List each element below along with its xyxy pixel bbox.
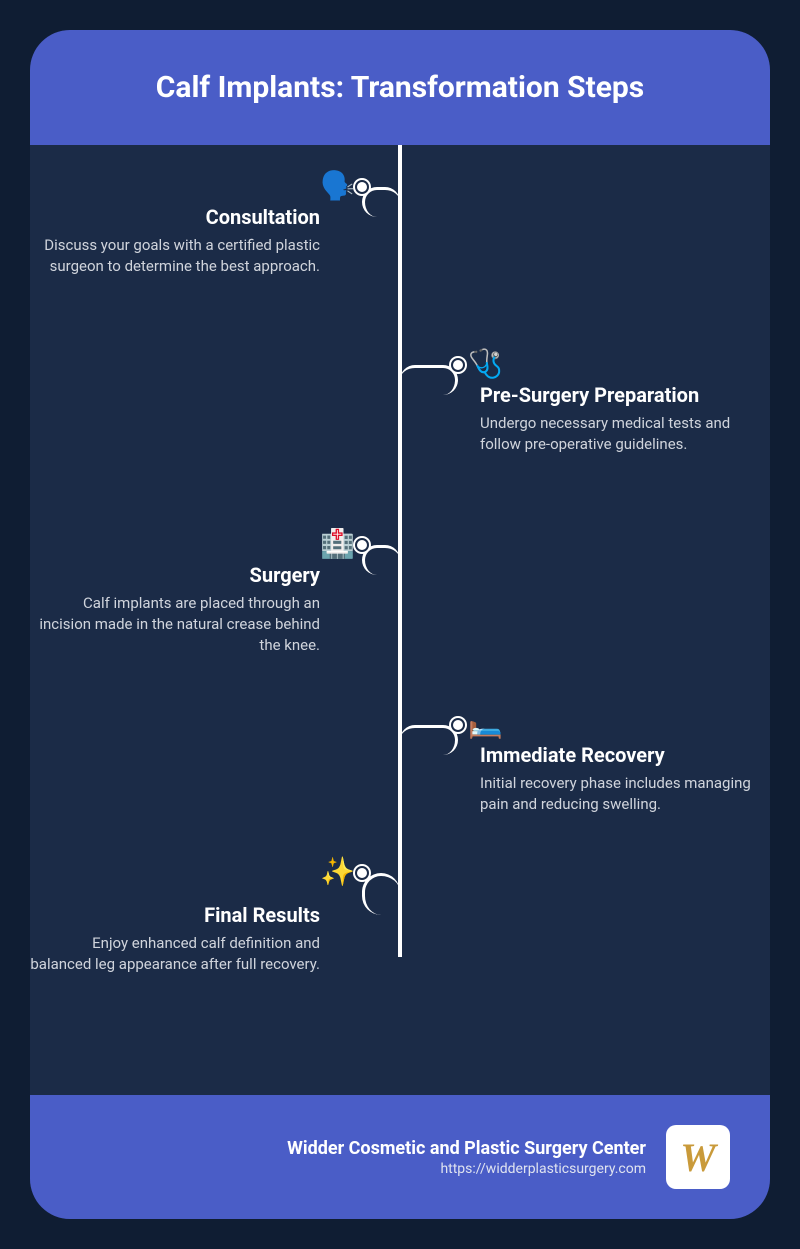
timeline-dot (451, 718, 465, 732)
timeline-dot (355, 180, 369, 194)
timeline-step: Final Results Enjoy enhanced calf definit… (30, 903, 400, 975)
infographic-card: Calf Implants: Transformation Steps Cons… (30, 30, 770, 1219)
footer: Widder Cosmetic and Plastic Surgery Cent… (30, 1095, 770, 1219)
page-title: Calf Implants: Transformation Steps (60, 70, 740, 105)
timeline-step: Pre-Surgery Preparation Undergo necessary… (400, 383, 770, 455)
step-desc: Initial recovery phase includes managing… (480, 773, 770, 815)
timeline-connector (362, 545, 400, 575)
footer-logo: W (666, 1125, 730, 1189)
timeline-connector (362, 187, 400, 217)
step-desc: Discuss your goals with a certified plas… (30, 235, 320, 277)
footer-url: https://widderplasticsurgery.com (287, 1161, 646, 1177)
timeline-dot (451, 358, 465, 372)
step-icon: 🗣️ (320, 169, 355, 202)
step-icon: 🏥 (320, 527, 355, 560)
step-title: Pre-Surgery Preparation (480, 383, 770, 407)
timeline-step: Immediate Recovery Initial recovery phase… (400, 743, 770, 815)
step-icon: 🛏️ (468, 707, 503, 740)
step-title: Final Results (30, 903, 320, 927)
timeline-dot (355, 538, 369, 552)
step-title: Consultation (30, 205, 320, 229)
timeline-step: Consultation Discuss your goals with a ce… (30, 205, 400, 277)
step-desc: Enjoy enhanced calf definition and balan… (30, 933, 320, 975)
timeline-dot (355, 866, 369, 880)
timeline-connector (400, 365, 458, 395)
timeline-connector (400, 725, 458, 755)
step-desc: Undergo necessary medical tests and foll… (480, 413, 770, 455)
step-desc: Calf implants are placed through an inci… (30, 593, 320, 656)
timeline-step: Surgery Calf implants are placed through … (30, 563, 400, 656)
timeline: Consultation Discuss your goals with a ce… (30, 145, 770, 1025)
step-title: Immediate Recovery (480, 743, 770, 767)
footer-text: Widder Cosmetic and Plastic Surgery Cent… (287, 1138, 646, 1177)
footer-name: Widder Cosmetic and Plastic Surgery Cent… (287, 1138, 646, 1159)
step-icon: 🩺 (468, 347, 503, 380)
header: Calf Implants: Transformation Steps (30, 30, 770, 145)
step-icon: ✨ (320, 855, 355, 888)
step-title: Surgery (30, 563, 320, 587)
timeline-connector (362, 873, 400, 915)
